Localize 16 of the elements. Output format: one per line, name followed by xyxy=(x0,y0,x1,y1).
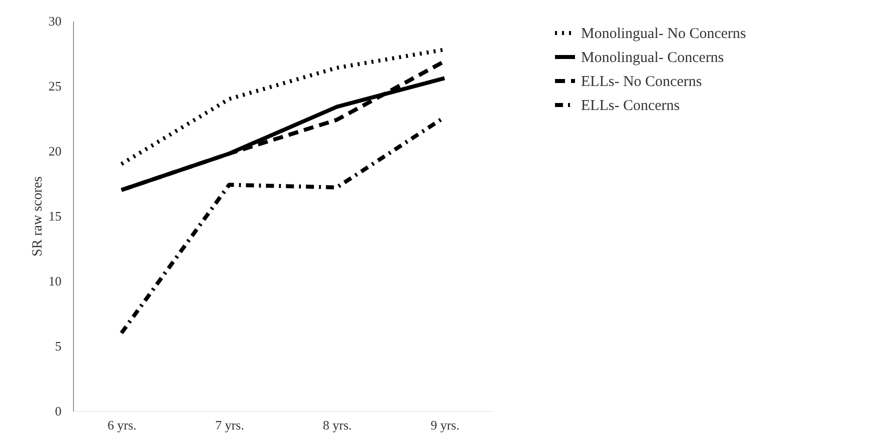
y-tick-label: 30 xyxy=(48,14,62,28)
y-tick-label: 0 xyxy=(55,404,62,418)
legend-label: Monolingual- Concerns xyxy=(581,50,724,66)
y-tick-label: 20 xyxy=(48,144,62,158)
legend-label: Monolingual- No Concerns xyxy=(581,26,746,42)
y-tick-label: 10 xyxy=(48,274,62,288)
y-tick-label: 5 xyxy=(55,338,62,354)
x-tick-label: 8 yrs. xyxy=(322,418,352,432)
x-tick-label: 7 yrs. xyxy=(215,418,244,432)
x-tick-label: 6 yrs. xyxy=(108,418,136,432)
legend-label: ELLs- Concerns xyxy=(581,98,680,114)
y-tick-label: 25 xyxy=(48,78,62,94)
x-tick-label: 9 yrs. xyxy=(430,418,460,432)
legend-label: ELLs- No Concerns xyxy=(581,74,702,90)
y-tick-label: 15 xyxy=(48,208,62,224)
y-axis-title: SR raw scores xyxy=(30,176,46,257)
